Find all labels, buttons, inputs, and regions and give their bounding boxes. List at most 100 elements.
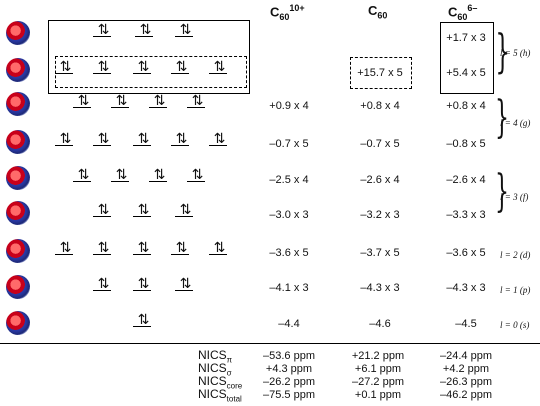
energy-level-h2-5: ⇅ [209,56,227,78]
row-8-c60-10plus: –4.4 [278,318,300,330]
energy-level-d-1: ⇅ [55,237,73,259]
energy-level-g1-3: ⇅ [149,90,167,112]
nics-sigma-label: NICSσ [198,361,232,378]
energy-level-f1-1: ⇅ [73,164,91,186]
nics-pi-label: NICSπ [198,348,233,365]
brace-f: } [495,166,509,217]
orbital-d-icon [6,239,30,263]
nics-separator [0,343,540,344]
row-2-c60-6minus: +0.8 x 4 [446,100,486,112]
row-6-c60: –3.7 x 5 [360,247,400,259]
energy-level-d-5: ⇅ [209,237,227,259]
energy-level-h1-3: ⇅ [175,19,193,41]
energy-level-f2-3: ⇅ [175,199,193,221]
row-5-c60: –3.2 x 3 [360,209,400,221]
energy-level-h2-1: ⇅ [55,56,73,78]
nics-pi-c60-10plus: –53.6 ppm [263,350,315,362]
unoccupied-levels-box [48,20,250,94]
c60-6minus-h-box [440,22,494,94]
row-7-c60: –4.3 x 3 [360,282,400,294]
row-1-c60: +15.7 x 5 [357,67,403,79]
orbital-f2-icon [6,201,30,225]
brace-h: } [495,24,510,78]
energy-level-f1-2: ⇅ [111,164,129,186]
energy-level-g1-4: ⇅ [187,90,205,112]
energy-level-d-2: ⇅ [93,237,111,259]
row-4-label: l = 3 (f) [500,192,529,202]
energy-level-g1-1: ⇅ [73,90,91,112]
row-3-c60-10plus: –0.7 x 5 [269,138,309,150]
nics-total-c60-6minus: –46.2 ppm [440,389,492,401]
row-2-c60-10plus: +0.9 x 4 [269,100,309,112]
energy-level-f2-1: ⇅ [93,199,111,221]
nics-total-label: NICStotal [198,387,242,404]
energy-level-g2-5: ⇅ [209,128,227,150]
row-1-c60-6minus: +5.4 x 5 [446,67,486,79]
row-3-c60: –0.7 x 5 [360,138,400,150]
energy-level-g2-2: ⇅ [93,128,111,150]
nics-total-c60-10plus: –75.5 ppm [263,389,315,401]
energy-level-g1-2: ⇅ [111,90,129,112]
row-5-c60-10plus: –3.0 x 3 [269,209,309,221]
nics-core-c60-6minus: –26.3 ppm [440,376,492,388]
row-8-label: l = 0 (s) [500,320,530,330]
energy-level-h2-2: ⇅ [93,56,111,78]
orbital-p-icon [6,275,30,299]
nics-sigma-c60: +6.1 ppm [354,363,402,375]
row-6-c60-10plus: –3.6 x 5 [269,247,309,259]
row-7-c60-6minus: –4.3 x 3 [446,282,486,294]
row-4-c60-6minus: –2.6 x 4 [446,174,486,186]
row-2-label: l = 4 (g) [500,118,531,128]
orbital-f1-icon [6,166,30,190]
energy-level-g2-1: ⇅ [55,128,73,150]
energy-level-d-4: ⇅ [171,237,189,259]
nics-core-label: NICScore [198,374,243,391]
nics-core-c60-10plus: –26.2 ppm [263,376,315,388]
energy-level-p-1: ⇅ [93,273,111,295]
header-c60-6minus: C606– [448,3,478,22]
orbital-g2-icon [6,130,30,154]
nics-total-c60: +0.1 ppm [354,389,402,401]
orbital-h1-icon [6,21,30,45]
nics-sigma-c60-10plus: +4.3 ppm [265,363,313,375]
nics-sigma-c60-6minus: +4.2 ppm [442,363,490,375]
row-7-c60-10plus: –4.1 x 3 [269,282,309,294]
energy-level-g2-3: ⇅ [133,128,151,150]
row-6-c60-6minus: –3.6 x 5 [446,247,486,259]
row-7-label: l = 1 (p) [500,285,531,295]
energy-level-g2-4: ⇅ [171,128,189,150]
c60-lumo-box [55,56,247,88]
row-3-c60-6minus: –0.8 x 5 [446,138,486,150]
energy-level-p-2: ⇅ [133,273,151,295]
orbital-h2-icon [6,58,30,82]
nics-pi-c60-6minus: –24.4 ppm [440,350,492,362]
energy-level-h2-4: ⇅ [171,56,189,78]
energy-level-h1-2: ⇅ [135,19,153,41]
orbital-g1-icon [6,92,30,116]
energy-level-f1-3: ⇅ [149,164,167,186]
energy-level-s-1: ⇅ [133,309,151,331]
row-8-c60-6minus: –4.5 [455,318,477,330]
row-2-c60: +0.8 x 4 [360,100,400,112]
nics-core-c60: –27.2 ppm [352,376,404,388]
row-5-c60-6minus: –3.3 x 3 [446,209,486,221]
energy-level-h2-3: ⇅ [133,56,151,78]
header-c60: C60 [368,3,388,21]
row-8-c60: –4.6 [369,318,391,330]
energy-level-p-3: ⇅ [175,273,193,295]
row-4-c60: –2.6 x 4 [360,174,400,186]
energy-level-f1-4: ⇅ [187,164,205,186]
brace-g: } [495,92,509,143]
header-c60-10plus: C6010+ [270,3,305,22]
energy-level-f2-2: ⇅ [133,199,151,221]
row-0-label: l = 5 (h) [500,48,531,58]
row-4-c60-10plus: –2.5 x 4 [269,174,309,186]
row-0-c60-6minus: +1.7 x 3 [446,32,486,44]
nics-pi-c60: +21.2 ppm [351,350,405,362]
orbital-s-icon [6,311,30,335]
energy-level-d-3: ⇅ [133,237,151,259]
c60-lumo-value-box [350,57,412,89]
row-6-label: l = 2 (d) [500,250,531,260]
energy-level-h1-1: ⇅ [93,19,111,41]
